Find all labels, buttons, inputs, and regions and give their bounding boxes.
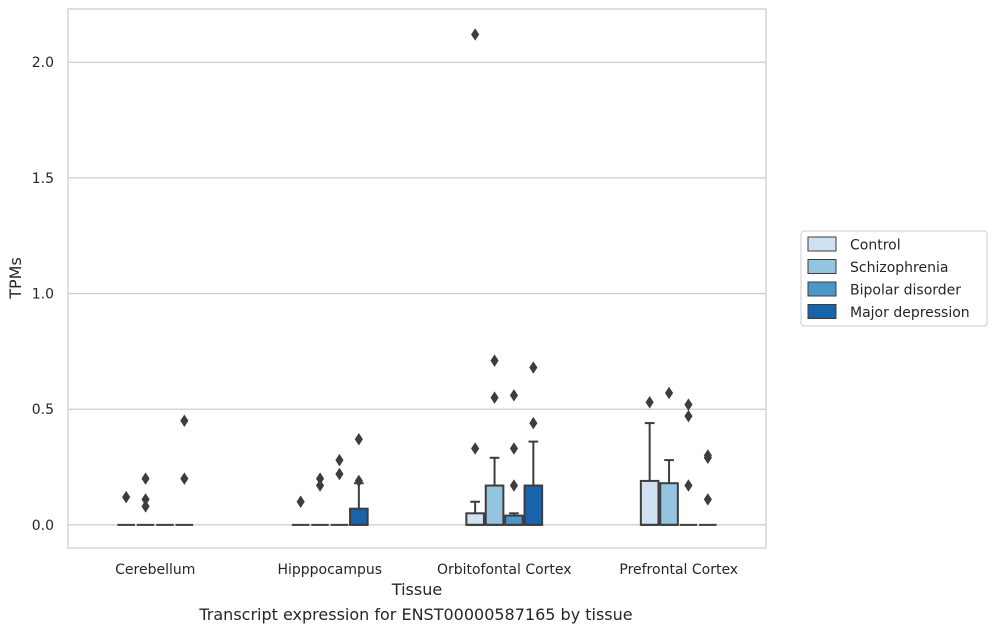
outlier-point	[141, 472, 150, 485]
box-element	[523, 361, 544, 526]
outlier-point	[509, 479, 519, 492]
box-element	[117, 490, 135, 526]
outlier-point	[354, 433, 363, 446]
legend: Control Schizophrenia Bipolar disorder Majo…	[800, 230, 988, 327]
outlier-point	[529, 416, 538, 430]
outlier-point	[180, 414, 189, 427]
box-element	[291, 495, 310, 526]
outlier-point	[335, 453, 344, 467]
box-element	[484, 354, 505, 526]
box-element	[465, 28, 485, 526]
box-element	[136, 472, 155, 526]
box-element	[311, 472, 329, 526]
box	[465, 512, 485, 526]
x-tick-labels: Cerebellum Hipppocampus Orbitofontal Corte…	[115, 562, 738, 578]
outlier-point	[490, 391, 499, 404]
outlier-point	[471, 442, 480, 455]
box-element	[330, 453, 349, 526]
box-element	[175, 414, 194, 526]
box	[639, 479, 660, 526]
box	[484, 484, 505, 526]
legend-label: Control	[850, 238, 901, 254]
outlier-point	[141, 493, 150, 506]
boxes	[117, 28, 717, 526]
outlier-point	[509, 442, 519, 455]
x-tick-label: Cerebellum	[115, 562, 195, 578]
outlier-point	[122, 490, 131, 504]
y-axis-label: TPMs	[6, 257, 25, 300]
y-tick-label: 1.5	[32, 171, 54, 187]
y-tick-label: 2.0	[32, 55, 54, 71]
outlier-point	[703, 449, 712, 462]
box-element	[349, 433, 369, 526]
box-element	[699, 449, 717, 526]
figure-caption: Transcript expression for ENST0000058716…	[199, 605, 633, 624]
outlier-point	[684, 398, 693, 411]
box-element	[639, 396, 660, 526]
outlier-point	[335, 467, 344, 481]
outlier-point	[529, 361, 538, 374]
x-tick-label: Hipppocampus	[277, 562, 382, 578]
box-element	[679, 398, 698, 526]
y-tick-labels: 0.0 0.5 1.0 1.5 2.0	[32, 55, 54, 534]
outlier-point	[141, 500, 150, 513]
plot-frame	[67, 8, 767, 549]
outlier-point	[180, 472, 189, 485]
outlier-point	[354, 474, 363, 488]
outlier-point	[664, 386, 674, 400]
outlier-point	[645, 396, 654, 409]
legend-label: Major depression	[850, 305, 970, 321]
y-tick-label: 0.5	[32, 402, 54, 418]
outlier-point	[703, 493, 712, 506]
x-axis-label: Tissue	[391, 580, 442, 599]
outlier-point	[296, 495, 305, 508]
outlier-point	[315, 472, 325, 485]
y-tick-label: 0.0	[32, 518, 54, 534]
outlier-point	[490, 354, 499, 367]
box-element	[504, 389, 524, 526]
outlier-point	[684, 409, 693, 423]
legend-swatch	[807, 281, 837, 297]
legend-swatch	[807, 304, 837, 319]
x-tick-label: Prefrontal Cortex	[619, 562, 738, 578]
box	[349, 507, 369, 526]
legend-frame	[800, 230, 988, 327]
y-tick-label: 1.0	[32, 287, 54, 303]
box	[504, 514, 524, 526]
box	[523, 484, 544, 526]
legend-label: Bipolar disorder	[850, 283, 961, 299]
box	[659, 482, 679, 526]
outlier-point	[315, 479, 325, 492]
outlier-point	[471, 28, 480, 41]
outlier-point	[509, 389, 519, 402]
legend-swatch	[807, 259, 837, 274]
legend-label: Schizophrenia	[850, 260, 948, 276]
box-element	[659, 386, 679, 526]
legend-swatch	[807, 236, 837, 252]
outlier-point	[684, 479, 693, 492]
x-tick-label: Orbitofontal Cortex	[437, 562, 572, 578]
